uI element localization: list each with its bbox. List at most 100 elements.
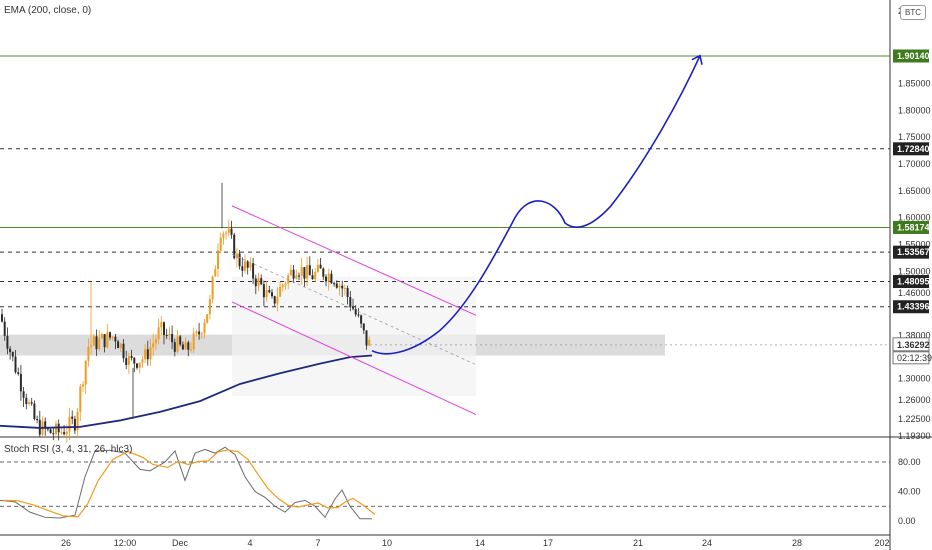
- candle-body: [246, 261, 249, 268]
- candle-body: [233, 234, 236, 259]
- candle-body: [235, 253, 238, 259]
- countdown-label: 02:12:39: [897, 353, 932, 363]
- time-tick-label: 24: [702, 538, 712, 548]
- candle-body: [343, 288, 346, 290]
- stoch-tick-label: 80.00: [898, 457, 921, 467]
- candle-body: [154, 339, 157, 344]
- candle-body: [136, 363, 138, 368]
- candle-body: [106, 332, 109, 348]
- candle-body: [335, 283, 338, 288]
- candle-body: [319, 264, 322, 269]
- candle-body: [160, 322, 163, 328]
- time-tick-label: 7: [315, 538, 320, 548]
- candle-body: [276, 296, 279, 304]
- candle-body: [179, 336, 182, 345]
- current-price-tag: [892, 337, 930, 352]
- currency-badge[interactable]: BTC: [900, 5, 926, 20]
- candle-body: [133, 357, 136, 364]
- level-price-tag: [893, 49, 929, 63]
- candle-body: [192, 333, 195, 350]
- candle-body: [241, 266, 244, 271]
- candle-body: [68, 416, 71, 432]
- candle-body: [225, 232, 228, 234]
- candle-body: [265, 290, 268, 298]
- candle-body: [98, 338, 101, 350]
- candle-body: [279, 286, 282, 297]
- candle-body: [176, 336, 179, 352]
- candle-body: [111, 336, 114, 338]
- candle-body: [30, 402, 33, 404]
- stoch-rsi-indicator-label[interactable]: Stoch RSI (3, 4, 31, 26, hlc3): [4, 444, 133, 455]
- time-tick-label: 28: [792, 538, 802, 548]
- candle-body: [127, 356, 130, 365]
- candle-body: [181, 344, 184, 350]
- candle-body: [284, 283, 287, 285]
- candle-body: [173, 342, 176, 352]
- candle-body: [138, 362, 141, 368]
- candle-body: [73, 418, 76, 431]
- candle-body: [84, 360, 87, 385]
- price-tick-label: 1.80000: [898, 105, 931, 115]
- candle-body: [184, 342, 187, 350]
- candle-body: [49, 429, 52, 434]
- candle-body: [95, 336, 98, 350]
- candle-body: [311, 275, 314, 280]
- arrow-head: [691, 54, 703, 65]
- candle-body: [11, 352, 14, 357]
- candle-body: [36, 419, 39, 421]
- candle-body: [1, 314, 3, 322]
- candle-body: [303, 267, 306, 279]
- candle-body: [71, 416, 74, 419]
- candle-body: [157, 327, 160, 340]
- price-tick-label: 1.65000: [898, 186, 931, 196]
- candle-body: [171, 334, 174, 343]
- price-tick-label: 1.70000: [898, 159, 931, 169]
- ema-line: [0, 354, 373, 429]
- candle-body: [338, 285, 341, 288]
- level-price-tag-label: 1.53567: [897, 247, 930, 257]
- candle-body: [52, 433, 55, 435]
- level-price-tag-label: 1.48095: [897, 277, 930, 287]
- price-tick-label: 1.30000: [898, 374, 931, 384]
- level-price-tag: [893, 275, 929, 289]
- stoch-k-line: [0, 446, 372, 520]
- level-price-tag-label: 1.90140: [897, 51, 930, 61]
- candle-body: [330, 273, 333, 284]
- candle-body: [14, 356, 17, 373]
- candle-body: [82, 384, 84, 387]
- candle-body: [44, 421, 47, 429]
- candle-body: [244, 261, 246, 271]
- candle-body: [17, 372, 20, 374]
- stoch-tick-label: 0.00: [898, 516, 916, 526]
- candle-body: [76, 411, 79, 431]
- candle-body: [208, 299, 211, 315]
- candle-body: [9, 348, 12, 353]
- candle-body: [273, 296, 276, 304]
- price-tick-label: 1.46000: [898, 288, 931, 298]
- candle-body: [206, 314, 209, 323]
- price-tick-label: 1.19300: [898, 431, 931, 441]
- candle-body: [333, 283, 336, 285]
- candle-body: [249, 263, 252, 268]
- price-tick-label: 1.50000: [898, 266, 931, 276]
- time-tick-label: 21: [633, 538, 643, 548]
- candle-body: [203, 322, 206, 334]
- candle-body: [144, 349, 147, 360]
- time-tick-label: 17: [543, 538, 553, 548]
- ema-indicator-label[interactable]: EMA (200, close, 0): [4, 5, 92, 16]
- candle-body: [103, 334, 106, 348]
- candle-body: [87, 347, 90, 361]
- candle-body: [141, 359, 144, 363]
- level-price-tag-label: 1.43396: [897, 302, 930, 312]
- candle-body: [254, 278, 257, 287]
- candle-body: [119, 343, 122, 349]
- candle-body: [187, 342, 190, 350]
- candle-body: [316, 264, 319, 272]
- candle-body: [257, 278, 260, 287]
- candle-body: [281, 284, 284, 287]
- level-price-tag: [893, 300, 929, 314]
- candles: [1, 219, 371, 443]
- stoch-tick-label: 40.00: [898, 487, 921, 497]
- candle-body: [357, 314, 360, 316]
